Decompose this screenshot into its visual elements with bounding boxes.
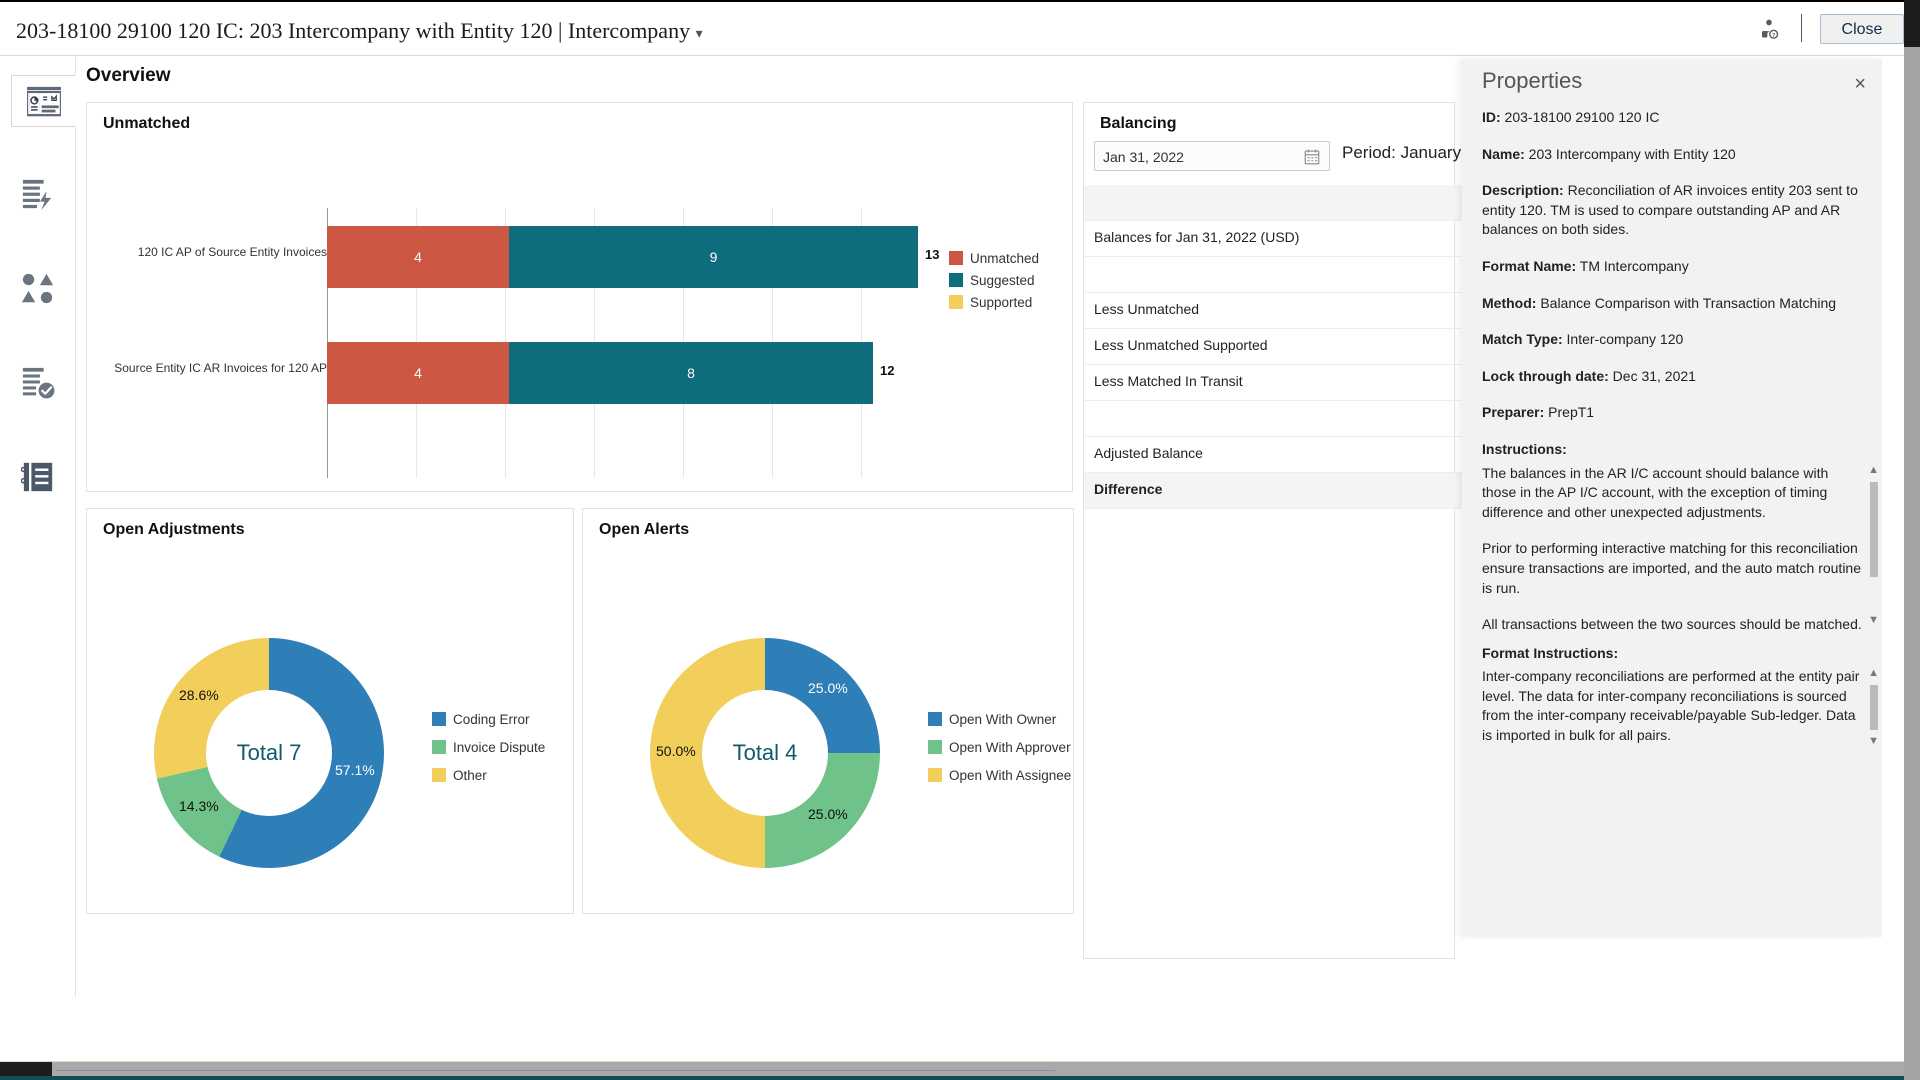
svg-text:?: ?: [1772, 33, 1775, 39]
